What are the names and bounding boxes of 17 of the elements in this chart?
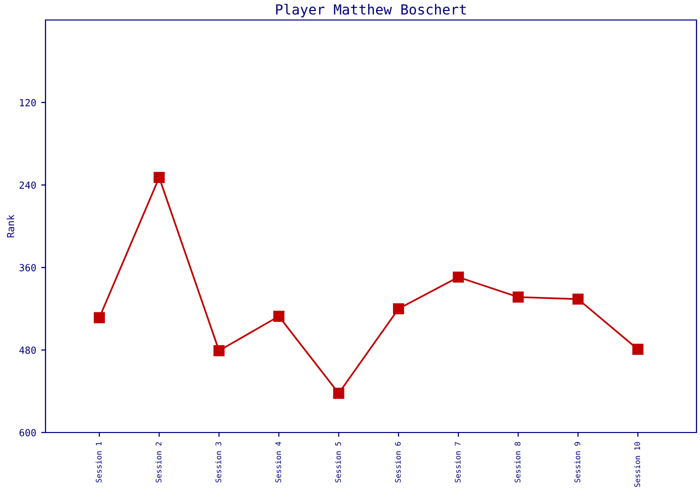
point	[512, 292, 524, 303]
chart-title: Player Matthew Boschert	[276, 4, 466, 18]
point	[572, 294, 584, 305]
y-tick-label: 480	[19, 346, 36, 354]
point	[273, 310, 284, 322]
point	[392, 303, 404, 314]
y-tick-label: 600	[20, 429, 36, 436]
point	[333, 388, 344, 399]
point	[94, 312, 105, 324]
point	[154, 172, 165, 183]
point	[452, 272, 464, 283]
point	[213, 345, 225, 356]
y-tick-label: 240	[20, 182, 36, 189]
y-axis-title: Rank	[6, 214, 14, 238]
y-tick-label: 120	[20, 99, 36, 106]
y-tick-label: 360	[20, 264, 36, 272]
point	[632, 344, 644, 355]
